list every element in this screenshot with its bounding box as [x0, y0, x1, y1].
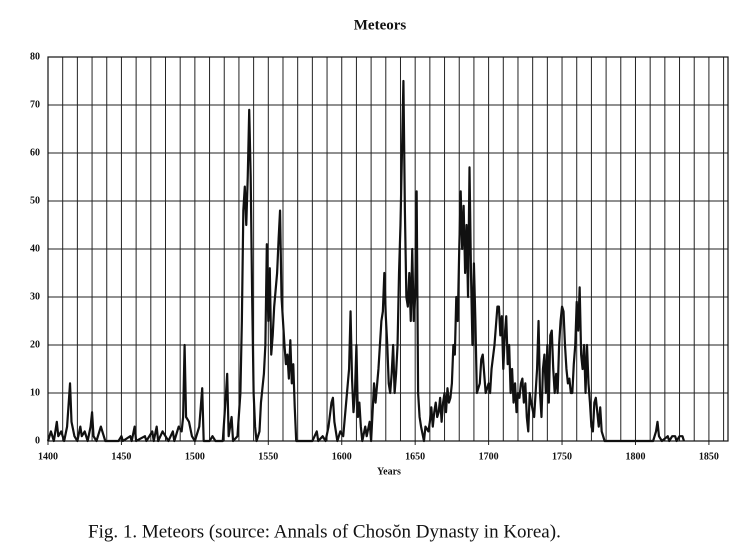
y-tick-label: 80: [30, 51, 40, 62]
x-tick-label: 1700: [479, 451, 499, 462]
x-tick-label: 1400: [38, 451, 58, 462]
y-tick-label: 30: [30, 291, 40, 302]
y-tick-label: 20: [30, 339, 40, 350]
plot-border: [47, 56, 729, 442]
y-tick-label: 70: [30, 99, 40, 110]
data-line: [46, 79, 685, 443]
y-tick-label: 50: [30, 195, 40, 206]
y-tick-label: 0: [35, 435, 40, 446]
x-tick-label: 1800: [625, 451, 645, 462]
y-tick-label: 10: [30, 387, 40, 398]
x-tick-label: 1750: [552, 451, 572, 462]
x-tick-label: 1850: [699, 451, 719, 462]
x-tick-label: 1650: [405, 451, 425, 462]
x-tick-label: 1550: [258, 451, 278, 462]
y-tick-label: 60: [30, 147, 40, 158]
y-tick-label: 40: [30, 243, 40, 254]
x-tick-label: 1500: [185, 451, 205, 462]
x-tick-label: 1600: [332, 451, 352, 462]
chart-title: Meteors: [354, 17, 407, 33]
x-tick-label: 1450: [111, 451, 131, 462]
figure-caption: Fig. 1. Meteors (source: Annals of Chosŏ…: [88, 521, 561, 542]
x-axis-label: Years: [377, 466, 401, 477]
